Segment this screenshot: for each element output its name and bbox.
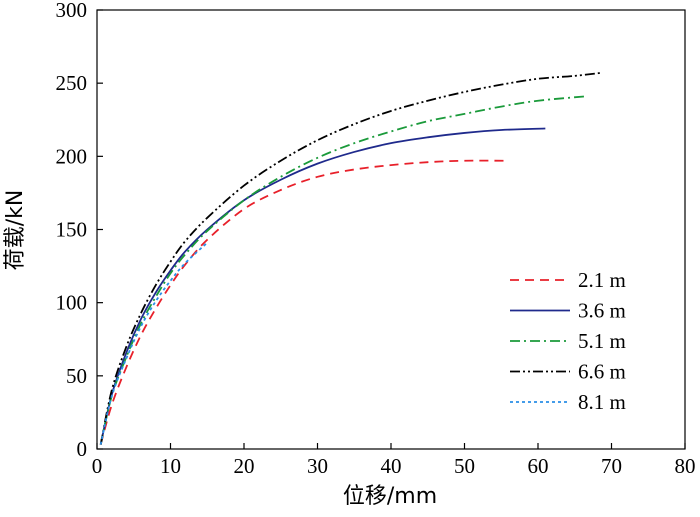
y-tick-label: 200 (56, 144, 88, 168)
axis-ticks (96, 9, 686, 450)
legend-label-4: 6.6 m (578, 360, 626, 384)
series-line-2 (99, 127, 546, 445)
x-tick-label: 30 (307, 454, 328, 478)
x-tick-label: 20 (234, 454, 255, 478)
x-tick-label: 40 (381, 454, 402, 478)
legend: 2.1 m 3.6 m 5.1 m 6.6 m 8.1 m (510, 268, 626, 414)
x-tick-label: 60 (528, 454, 549, 478)
x-tick-label: 10 (160, 454, 181, 478)
series-line-4 (99, 72, 601, 445)
tick-labels: 0 10 20 30 40 50 60 70 80 0 50 100 150 200 250 300 (56, 0, 696, 478)
y-tick-label: 300 (56, 0, 88, 22)
y-tick-label: 50 (66, 364, 87, 388)
legend-label-5: 8.1 m (578, 390, 626, 414)
y-tick-label: 0 (77, 437, 88, 461)
x-tick-label: 50 (454, 454, 475, 478)
y-tick-label: 100 (56, 291, 88, 315)
x-tick-label: 80 (675, 454, 696, 478)
y-axis-title: 荷载/kN (3, 190, 28, 271)
legend-label-1: 2.1 m (578, 268, 626, 292)
y-tick-label: 150 (56, 218, 88, 242)
series-lines (99, 72, 601, 445)
y-tick-label: 250 (56, 71, 88, 95)
legend-label-3: 5.1 m (578, 329, 626, 353)
x-tick-label: 0 (92, 454, 103, 478)
series-line-5 (99, 242, 208, 445)
series-line-3 (99, 95, 586, 445)
x-axis-title: 位移/mm (343, 484, 437, 509)
series-line-1 (99, 159, 505, 445)
x-tick-label: 70 (601, 454, 622, 478)
legend-label-2: 3.6 m (578, 299, 626, 323)
